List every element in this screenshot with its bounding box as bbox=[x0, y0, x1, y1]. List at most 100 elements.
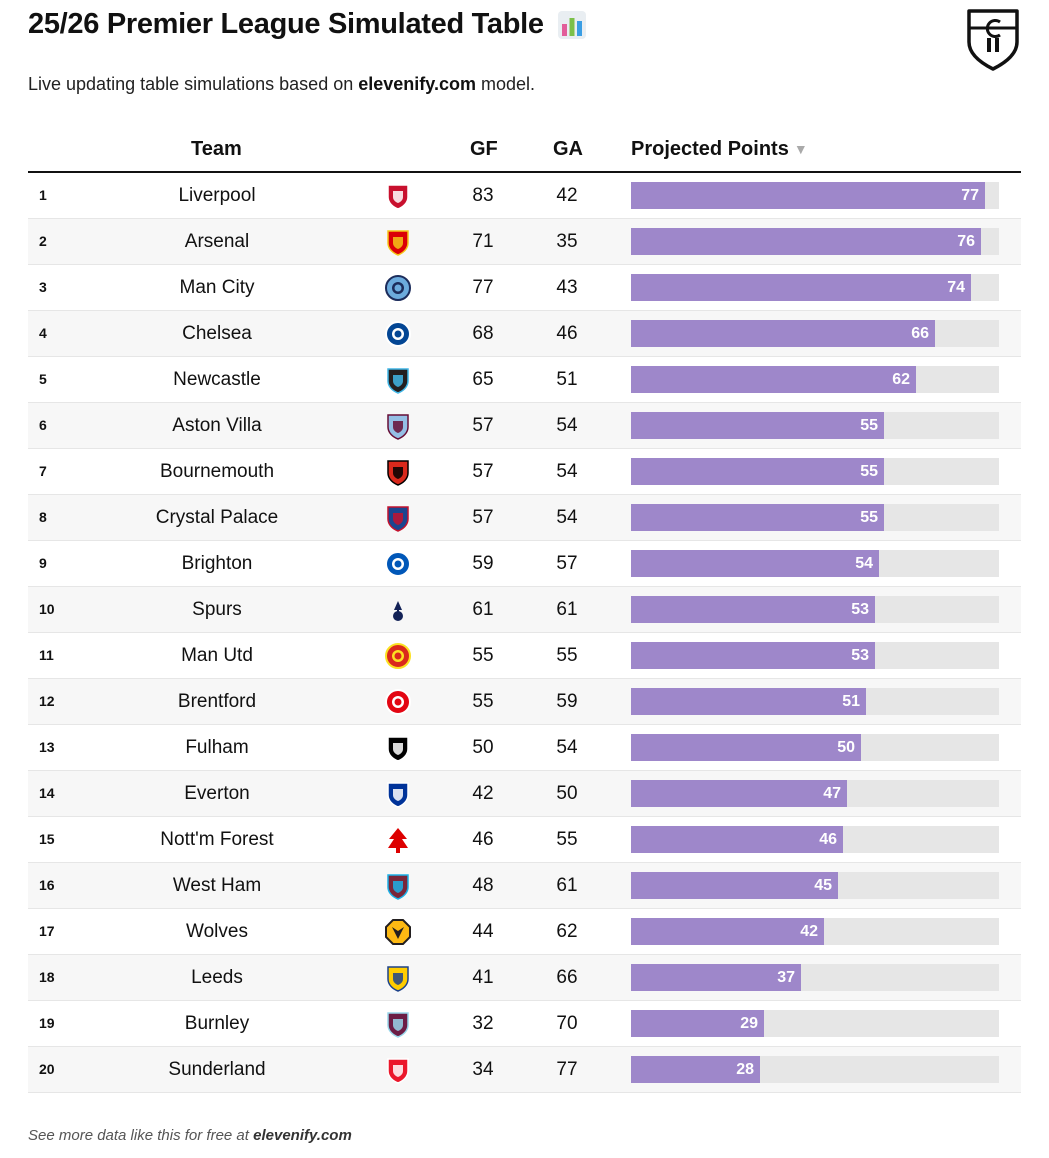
team-crest-icon bbox=[384, 504, 412, 532]
team-crest-icon bbox=[384, 918, 412, 946]
points-label: 46 bbox=[819, 831, 837, 848]
points-bar: 46 bbox=[631, 826, 843, 853]
team-name: West Ham bbox=[172, 875, 262, 896]
team-crest-icon bbox=[384, 228, 412, 256]
goals-for-cell: 57 bbox=[472, 507, 494, 528]
table-row: 16 West Ham 48 61 45 bbox=[28, 863, 1021, 909]
team-crest-icon bbox=[384, 366, 412, 394]
table-row: 15 Nott'm Forest 46 55 46 bbox=[28, 817, 1021, 863]
table-header: Team GF GA Projected Points ▼ bbox=[28, 128, 1021, 173]
team-crest-icon bbox=[384, 964, 412, 992]
rank-cell: 1 bbox=[39, 187, 47, 203]
points-label: 62 bbox=[892, 371, 910, 388]
subtitle: Live updating table simulations based on… bbox=[28, 74, 535, 95]
points-label: 53 bbox=[851, 647, 869, 664]
goals-against-cell: 43 bbox=[556, 277, 578, 298]
points-label: 37 bbox=[777, 969, 795, 986]
points-bar: 45 bbox=[631, 872, 838, 899]
goals-against-cell: 46 bbox=[556, 323, 578, 344]
rank-cell: 9 bbox=[39, 555, 47, 571]
rank-cell: 10 bbox=[39, 601, 55, 617]
points-bar-track: 51 bbox=[631, 688, 999, 715]
points-bar-track: 29 bbox=[631, 1010, 999, 1037]
points-label: 42 bbox=[800, 923, 818, 940]
rank-cell: 3 bbox=[39, 279, 47, 295]
points-bar-track: 28 bbox=[631, 1056, 999, 1083]
points-bar-track: 77 bbox=[631, 182, 999, 209]
goals-for-cell: 55 bbox=[472, 691, 494, 712]
title-text: 25/26 Premier League Simulated Table bbox=[28, 8, 544, 40]
rank-cell: 2 bbox=[39, 233, 47, 249]
goals-against-cell: 59 bbox=[556, 691, 578, 712]
points-label: 55 bbox=[860, 417, 878, 434]
points-label: 55 bbox=[860, 509, 878, 526]
footer-brand[interactable]: elevenify.com bbox=[253, 1127, 352, 1144]
rank-cell: 19 bbox=[39, 1015, 55, 1031]
team-name: Man Utd bbox=[181, 645, 253, 666]
points-bar: 53 bbox=[631, 642, 875, 669]
rank-cell: 16 bbox=[39, 877, 55, 893]
points-label: 51 bbox=[842, 693, 860, 710]
points-bar-track: 66 bbox=[631, 320, 999, 347]
col-header-gf[interactable]: GF bbox=[470, 138, 498, 160]
bar-chart-icon bbox=[557, 10, 587, 40]
col-header-ga[interactable]: GA bbox=[553, 138, 583, 160]
team-name: Fulham bbox=[185, 737, 249, 758]
points-label: 50 bbox=[837, 739, 855, 756]
team-crest-icon bbox=[384, 412, 412, 440]
points-bar: 50 bbox=[631, 734, 861, 761]
subtitle-brand: elevenify.com bbox=[358, 74, 476, 94]
goals-against-cell: 50 bbox=[556, 783, 578, 804]
team-name: Brighton bbox=[181, 553, 253, 574]
points-bar: 66 bbox=[631, 320, 935, 347]
points-bar-track: 46 bbox=[631, 826, 999, 853]
rank-cell: 14 bbox=[39, 785, 55, 801]
points-bar: 77 bbox=[631, 182, 985, 209]
rank-cell: 12 bbox=[39, 693, 55, 709]
points-bar-track: 55 bbox=[631, 412, 999, 439]
goals-for-cell: 34 bbox=[472, 1059, 494, 1080]
points-bar-track: 55 bbox=[631, 458, 999, 485]
goals-for-cell: 65 bbox=[472, 369, 494, 390]
goals-for-cell: 57 bbox=[472, 415, 494, 436]
team-name: Crystal Palace bbox=[155, 507, 279, 528]
points-bar: 42 bbox=[631, 918, 824, 945]
points-label: 66 bbox=[911, 325, 929, 342]
team-crest-icon bbox=[384, 550, 412, 578]
team-name: Chelsea bbox=[182, 323, 252, 344]
footer-prefix: See more data like this for free at bbox=[28, 1127, 254, 1144]
goals-for-cell: 57 bbox=[472, 461, 494, 482]
team-name: Everton bbox=[184, 783, 250, 804]
table-row: 19 Burnley 32 70 29 bbox=[28, 1001, 1021, 1047]
col-header-points[interactable]: Projected Points ▼ bbox=[631, 138, 808, 161]
goals-for-cell: 55 bbox=[472, 645, 494, 666]
table-row: 3 Man City 77 43 74 bbox=[28, 265, 1021, 311]
table-row: 12 Brentford 55 59 51 bbox=[28, 679, 1021, 725]
table-row: 13 Fulham 50 54 50 bbox=[28, 725, 1021, 771]
goals-for-cell: 83 bbox=[472, 185, 494, 206]
goals-against-cell: 54 bbox=[556, 507, 578, 528]
points-bar: 55 bbox=[631, 458, 884, 485]
team-crest-icon bbox=[384, 274, 412, 302]
table-row: 6 Aston Villa 57 54 55 bbox=[28, 403, 1021, 449]
goals-for-cell: 44 bbox=[472, 921, 494, 942]
subtitle-prefix: Live updating table simulations based on bbox=[28, 74, 359, 94]
points-bar: 62 bbox=[631, 366, 916, 393]
points-label: 45 bbox=[814, 877, 832, 894]
points-label: 55 bbox=[860, 463, 878, 480]
points-bar-track: 53 bbox=[631, 596, 999, 623]
goals-for-cell: 41 bbox=[472, 967, 494, 988]
goals-against-cell: 57 bbox=[556, 553, 578, 574]
points-bar-track: 42 bbox=[631, 918, 999, 945]
rank-cell: 7 bbox=[39, 463, 47, 479]
points-bar: 47 bbox=[631, 780, 847, 807]
col-header-team[interactable]: Team bbox=[191, 138, 242, 160]
table-row: 9 Brighton 59 57 54 bbox=[28, 541, 1021, 587]
table-row: 20 Sunderland 34 77 28 bbox=[28, 1047, 1021, 1093]
sort-desc-icon[interactable]: ▼ bbox=[793, 140, 808, 157]
goals-for-cell: 46 bbox=[472, 829, 494, 850]
points-label: 28 bbox=[736, 1061, 754, 1078]
rank-cell: 11 bbox=[39, 647, 54, 663]
elevenify-logo bbox=[966, 8, 1020, 72]
points-bar-track: 76 bbox=[631, 228, 999, 255]
